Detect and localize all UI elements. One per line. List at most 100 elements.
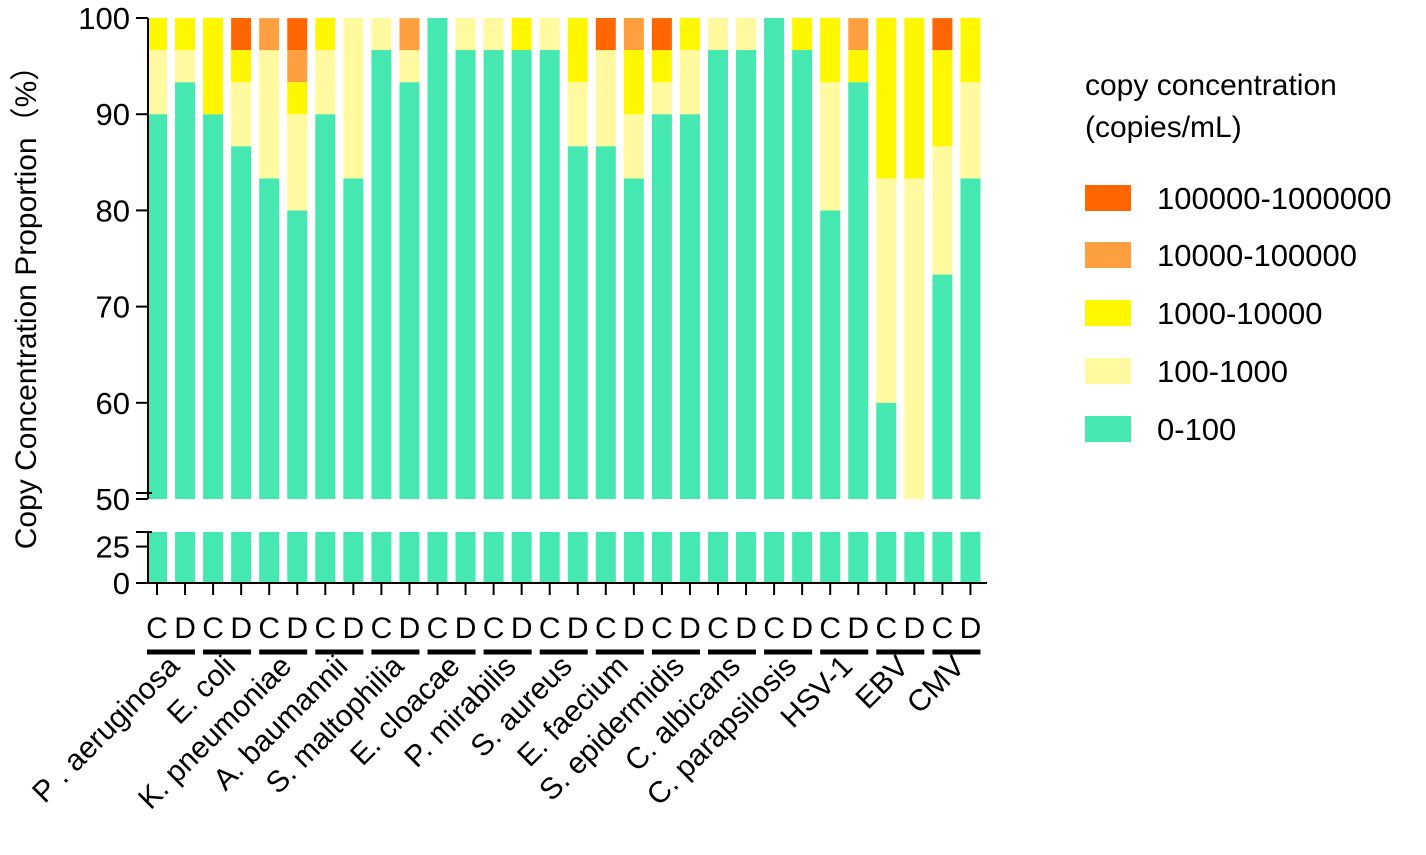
y-tick-label-90: 90 bbox=[96, 97, 130, 132]
bar-segment-21-1 bbox=[736, 18, 757, 51]
bar-segment-5-0 bbox=[287, 210, 308, 499]
bar-segment-4-1 bbox=[259, 50, 280, 179]
bar-segment-3-0 bbox=[231, 146, 252, 499]
bar-segment-29-2 bbox=[960, 18, 981, 83]
legend-label-0: 100000-1000000 bbox=[1157, 181, 1391, 216]
bar-label-24: C bbox=[819, 612, 841, 645]
bar-segment-12-0 bbox=[483, 50, 504, 499]
bar-segment-21-0 bbox=[736, 50, 757, 499]
bar-lower-25 bbox=[848, 532, 869, 583]
bar-segment-19-1 bbox=[679, 50, 700, 115]
y-tick-label-100: 100 bbox=[78, 1, 130, 36]
bar-segment-14-0 bbox=[539, 50, 560, 499]
bar-segment-19-2 bbox=[679, 18, 700, 51]
legend-label-4: 0-100 bbox=[1157, 412, 1236, 447]
bar-segment-5-3 bbox=[287, 50, 308, 83]
legend-swatch-1 bbox=[1085, 242, 1131, 268]
bar-lower-4 bbox=[259, 532, 280, 583]
bar-label-11: D bbox=[455, 612, 477, 645]
bar-label-5: D bbox=[286, 612, 308, 645]
bar-label-1: D bbox=[174, 612, 196, 645]
bar-segment-26-2 bbox=[876, 18, 897, 179]
bar-segment-12-1 bbox=[483, 18, 504, 51]
bar-lower-7 bbox=[343, 532, 364, 583]
bar-segment-7-1 bbox=[343, 18, 364, 179]
bar-label-4: C bbox=[258, 612, 280, 645]
bar-label-7: D bbox=[343, 612, 365, 645]
legend-swatch-3 bbox=[1085, 358, 1131, 384]
bar-label-19: D bbox=[679, 612, 701, 645]
bar-segment-23-2 bbox=[792, 18, 813, 51]
bar-segment-25-2 bbox=[848, 50, 869, 83]
bar-lower-14 bbox=[539, 532, 560, 583]
bar-segment-13-2 bbox=[511, 18, 532, 51]
bar-segment-24-1 bbox=[820, 82, 841, 211]
bar-segment-5-4 bbox=[287, 18, 308, 51]
bar-segment-24-0 bbox=[820, 210, 841, 499]
bar-lower-3 bbox=[231, 532, 252, 583]
bar-segment-9-3 bbox=[399, 18, 420, 51]
legend-swatch-4 bbox=[1085, 416, 1131, 442]
bar-lower-6 bbox=[315, 532, 336, 583]
bar-segment-11-1 bbox=[455, 18, 476, 51]
bar-lower-11 bbox=[455, 532, 476, 583]
bar-label-15: D bbox=[567, 612, 589, 645]
bar-lower-28 bbox=[932, 532, 953, 583]
bars-layer bbox=[147, 18, 981, 583]
bar-segment-18-4 bbox=[651, 18, 672, 51]
bar-label-22: C bbox=[763, 612, 785, 645]
bar-lower-29 bbox=[960, 532, 981, 583]
legend-title-line-2: (copies/mL) bbox=[1085, 111, 1242, 144]
bar-label-6: C bbox=[314, 612, 336, 645]
bar-segment-27-2 bbox=[904, 18, 925, 179]
bar-segment-4-0 bbox=[259, 178, 280, 499]
bar-segment-6-1 bbox=[315, 50, 336, 115]
bar-segment-26-0 bbox=[876, 402, 897, 499]
group-label-13: EBV bbox=[849, 650, 915, 716]
bar-label-9: D bbox=[399, 612, 421, 645]
y-tick-label-lower-25: 25 bbox=[96, 530, 130, 565]
bar-segment-28-1 bbox=[932, 146, 953, 275]
bar-lower-20 bbox=[708, 532, 728, 583]
y-axis-label: Copy Concentration Proportion（%） bbox=[10, 51, 43, 550]
bar-lower-1 bbox=[175, 532, 196, 583]
bar-segment-2-2 bbox=[203, 18, 224, 115]
bar-segment-16-4 bbox=[595, 18, 616, 51]
bar-segment-25-0 bbox=[848, 82, 869, 499]
bar-segment-15-2 bbox=[567, 18, 588, 83]
bar-label-27: D bbox=[904, 612, 926, 645]
bar-segment-28-2 bbox=[932, 50, 953, 147]
bar-lower-27 bbox=[904, 532, 925, 583]
bar-label-28: C bbox=[932, 612, 954, 645]
bar-segment-11-0 bbox=[455, 50, 476, 499]
bar-label-2: C bbox=[202, 612, 224, 645]
legend-label-3: 100-1000 bbox=[1157, 354, 1288, 389]
y-tick-label-lower-0: 0 bbox=[113, 566, 130, 601]
bar-segment-20-1 bbox=[708, 18, 728, 51]
bar-lower-2 bbox=[203, 532, 224, 583]
bar-segment-17-2 bbox=[623, 50, 644, 115]
bar-segment-17-3 bbox=[623, 18, 644, 51]
bar-segment-13-0 bbox=[511, 50, 532, 499]
bar-segment-29-1 bbox=[960, 82, 981, 179]
bar-segment-18-0 bbox=[651, 114, 672, 499]
axes-layer: 100 90 80 70 60 50 250 bbox=[78, 1, 987, 601]
bar-segment-18-2 bbox=[651, 50, 672, 83]
legend: copy concentration (copies/mL) 100000-10… bbox=[1085, 69, 1391, 447]
bar-label-23: D bbox=[791, 612, 813, 645]
bar-segment-6-0 bbox=[315, 114, 336, 499]
bar-label-12: C bbox=[483, 612, 505, 645]
bar-segment-4-3 bbox=[259, 18, 280, 51]
bar-segment-25-3 bbox=[848, 18, 869, 51]
bar-segment-17-0 bbox=[623, 178, 644, 499]
bar-label-20: C bbox=[707, 612, 729, 645]
bar-lower-23 bbox=[792, 532, 813, 583]
y-tick-label-80: 80 bbox=[96, 193, 130, 228]
bar-lower-21 bbox=[736, 532, 757, 583]
bar-segment-6-2 bbox=[315, 18, 336, 51]
y-tick-label-60: 60 bbox=[96, 386, 130, 421]
bar-segment-0-1 bbox=[147, 50, 167, 115]
bar-lower-15 bbox=[567, 532, 588, 583]
bar-segment-15-1 bbox=[567, 82, 588, 147]
bar-label-3: D bbox=[230, 612, 252, 645]
